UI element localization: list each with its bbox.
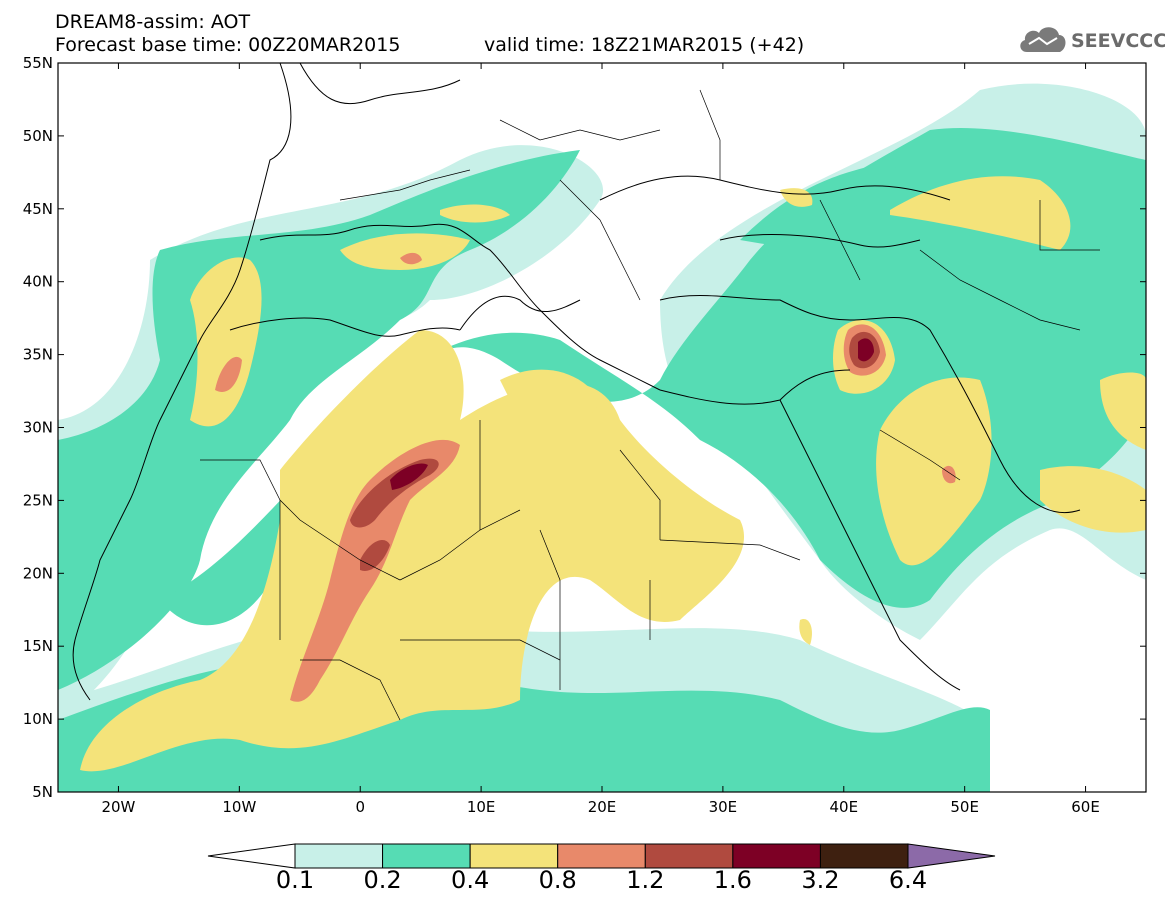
colorbar-segment	[469, 843, 559, 869]
aot-fields	[58, 83, 1146, 792]
coastlines	[58, 63, 1146, 792]
lon-label: 20E	[588, 798, 617, 816]
colorbar-label: 0.8	[538, 866, 577, 894]
lon-label: 60E	[1071, 798, 1100, 816]
lon-label: 20W	[101, 798, 135, 816]
axis-ticks	[58, 62, 1146, 793]
logo-text: SEEVCCC	[1071, 30, 1165, 52]
colorbar-lower-triangle	[207, 843, 296, 869]
lat-label: 20N	[23, 564, 53, 582]
valid-time: valid time: 18Z21MAR2015 (+42)	[484, 34, 805, 56]
forecast-base-time: Forecast base time: 00Z20MAR2015	[55, 34, 401, 56]
colorbar-segment	[644, 843, 734, 869]
lat-label: 25N	[23, 491, 53, 509]
lat-label: 45N	[23, 200, 53, 218]
lon-label: 50E	[950, 798, 979, 816]
lat-label: 50N	[23, 127, 53, 145]
lat-label: 10N	[23, 710, 53, 728]
cloud-icon	[1020, 27, 1066, 52]
aot-level-0.4	[80, 176, 1146, 772]
lat-label: 35N	[23, 346, 53, 364]
colorbar-segment	[819, 843, 909, 869]
colorbar-label: 0.4	[451, 866, 490, 894]
latitude-labels: 5N 10N 15N 20N 25N 30N 35N 40N 45N 50N 55N	[23, 54, 53, 801]
lon-label: 10W	[222, 798, 256, 816]
seevccc-logo: SEEVCCC	[1017, 22, 1165, 58]
colorbar-label: 1.6	[713, 866, 752, 894]
aot-level-1.6	[390, 338, 874, 490]
colorbar-label: 0.2	[363, 866, 402, 894]
colorbar-segment	[382, 843, 471, 869]
colorbar-segment	[732, 843, 821, 869]
lon-label: 0	[355, 798, 365, 816]
colorbar-label: 3.2	[801, 866, 840, 894]
lon-label: 30E	[709, 798, 738, 816]
colorbar-label: 0.1	[275, 866, 315, 894]
colorbar-upper-triangle	[907, 843, 996, 869]
lat-label: 15N	[23, 637, 53, 655]
colorbar-label: 6.4	[888, 866, 928, 894]
lon-label: 40E	[829, 798, 858, 816]
lat-label: 40N	[23, 273, 53, 291]
colorbar-segment	[557, 843, 646, 869]
colorbar-label: 1.2	[626, 866, 665, 894]
lat-label: 30N	[23, 419, 53, 437]
colorbar	[207, 843, 996, 869]
lat-label: 5N	[32, 783, 53, 801]
lat-label: 55N	[23, 54, 53, 72]
lon-label: 10E	[467, 798, 496, 816]
chart-title: DREAM8-assim: AOT	[55, 11, 251, 33]
country-borders	[200, 89, 1100, 721]
colorbar-segment	[294, 843, 384, 869]
longitude-labels: 20W 10W 0 10E 20E 30E 40E 50E 60E	[101, 798, 1099, 816]
